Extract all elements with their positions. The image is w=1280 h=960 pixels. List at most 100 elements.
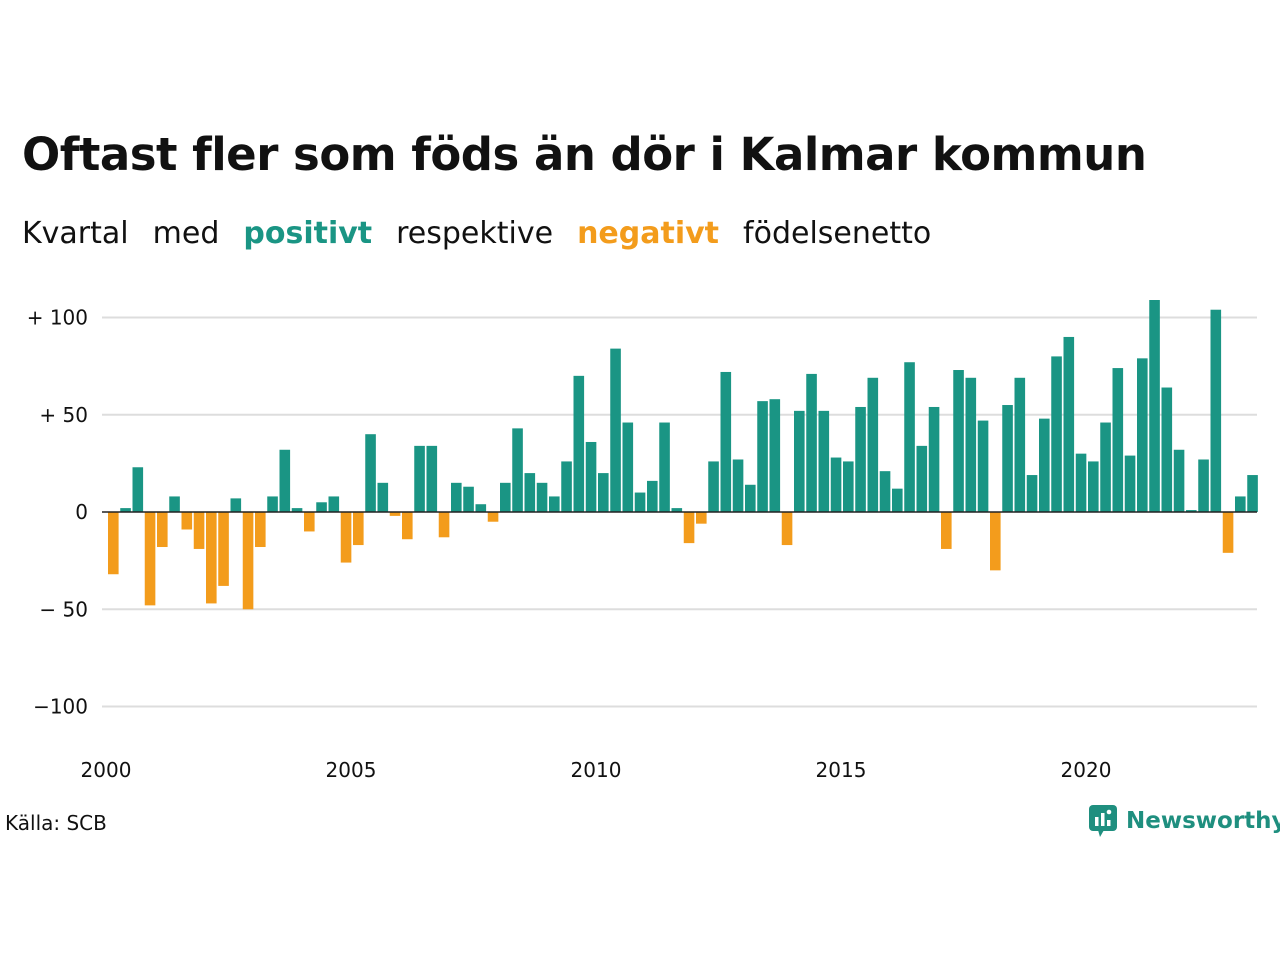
bar-positive — [561, 461, 572, 512]
bar-positive — [1137, 358, 1148, 512]
bar-positive — [1112, 368, 1124, 512]
bar-positive — [475, 504, 487, 512]
bar-positive — [977, 420, 989, 512]
bar-chart: + 100 + 50 0 − 50 −100 2000 2005 2010 2015 2020 — [27, 300, 1258, 782]
bar-positive — [879, 471, 891, 512]
bar-positive — [855, 406, 866, 512]
bar-positive — [120, 508, 131, 512]
bar-positive — [1088, 461, 1099, 512]
bar-negative — [353, 512, 364, 546]
bar-negative — [340, 512, 352, 563]
bar-positive — [1014, 377, 1026, 512]
bar-positive — [426, 445, 438, 512]
bar-positive — [610, 348, 621, 512]
bar-negative — [389, 512, 401, 516]
bar-positive — [953, 370, 964, 512]
bar-positive — [377, 482, 389, 512]
bar-negative — [941, 512, 952, 549]
bar-positive — [512, 428, 523, 513]
x-tick-label: 2010 — [571, 758, 622, 782]
bar-negative — [990, 512, 1001, 571]
bar-positive — [291, 508, 303, 512]
bar-negative — [242, 512, 254, 610]
bar-positive — [757, 401, 768, 512]
bar-positive — [230, 498, 242, 512]
bar-positive — [451, 482, 462, 512]
bar-positive — [1075, 453, 1087, 512]
bar-positive — [904, 362, 915, 512]
bar-positive — [671, 508, 683, 512]
bar-negative — [255, 512, 266, 548]
bar-positive — [1063, 336, 1075, 512]
bar-positive — [549, 496, 560, 512]
bar-positive — [328, 496, 340, 512]
bar-positive — [867, 377, 879, 512]
bar-positive — [1235, 496, 1246, 512]
bar-positive — [794, 410, 805, 512]
subtitle-word: Kvartal — [22, 216, 129, 251]
bars — [108, 300, 1258, 610]
x-tick-label: 2000 — [81, 758, 132, 782]
subtitle-negative-label: negativt — [577, 216, 720, 251]
bar-positive — [769, 399, 781, 512]
bar-positive — [1161, 387, 1173, 512]
x-tick-label: 2005 — [326, 758, 377, 782]
bar-positive — [965, 377, 977, 512]
bar-positive — [585, 441, 597, 512]
subtitle-word: med — [152, 216, 220, 251]
chart-title: Oftast fler som föds än dör i Kalmar kom… — [22, 128, 1147, 181]
bar-negative — [193, 512, 205, 549]
bar-positive — [524, 473, 536, 512]
bar-positive — [745, 484, 756, 512]
y-axis-labels: + 100 + 50 0 − 50 −100 — [27, 306, 88, 719]
bar-positive — [1002, 405, 1013, 512]
x-axis-labels: 2000 2005 2010 2015 2020 — [81, 758, 1112, 782]
bar-positive — [830, 457, 842, 512]
bar-positive — [1149, 300, 1160, 512]
bar-negative — [1222, 512, 1234, 553]
bar-positive — [573, 375, 585, 512]
bar-positive — [732, 459, 744, 513]
newsworthy-logo-text: Newsworthy — [1126, 808, 1280, 834]
y-tick-label: + 100 — [27, 306, 88, 330]
bar-positive — [843, 461, 854, 512]
bar-positive — [1173, 449, 1185, 512]
bar-negative — [108, 512, 119, 575]
bar-negative — [157, 512, 168, 548]
bar-positive — [463, 486, 474, 513]
newsworthy-logo[interactable]: Newsworthy — [1088, 804, 1280, 838]
bar-positive — [316, 502, 327, 512]
bar-negative — [781, 512, 793, 546]
bar-positive — [1186, 510, 1197, 513]
x-tick-label: 2020 — [1061, 758, 1112, 782]
bar-negative — [304, 512, 315, 532]
bar-positive — [622, 422, 634, 512]
bar-positive — [806, 373, 817, 512]
bar-negative — [206, 512, 217, 604]
y-tick-label: − 50 — [39, 597, 88, 621]
bar-positive — [132, 467, 144, 512]
y-tick-label: −100 — [33, 695, 88, 719]
bar-positive — [279, 449, 291, 512]
bar-positive — [365, 434, 376, 512]
bar-negative — [696, 512, 707, 524]
bar-positive — [659, 422, 670, 512]
bar-positive — [647, 480, 658, 512]
bar-positive — [1100, 422, 1111, 512]
x-tick-label: 2015 — [816, 758, 867, 782]
bar-positive — [500, 482, 511, 512]
bar-positive — [916, 445, 928, 512]
y-tick-label: + 50 — [39, 403, 88, 427]
bar-positive — [720, 371, 732, 512]
bar-positive — [928, 406, 940, 512]
bar-negative — [181, 512, 193, 530]
y-tick-label: 0 — [75, 500, 88, 524]
bar-negative — [144, 512, 156, 606]
bar-negative — [438, 512, 450, 538]
bar-positive — [1026, 475, 1038, 512]
bar-negative — [218, 512, 229, 586]
bar-negative — [683, 512, 695, 544]
bar-negative — [402, 512, 413, 540]
bar-positive — [1247, 475, 1258, 512]
bar-negative — [487, 512, 499, 522]
